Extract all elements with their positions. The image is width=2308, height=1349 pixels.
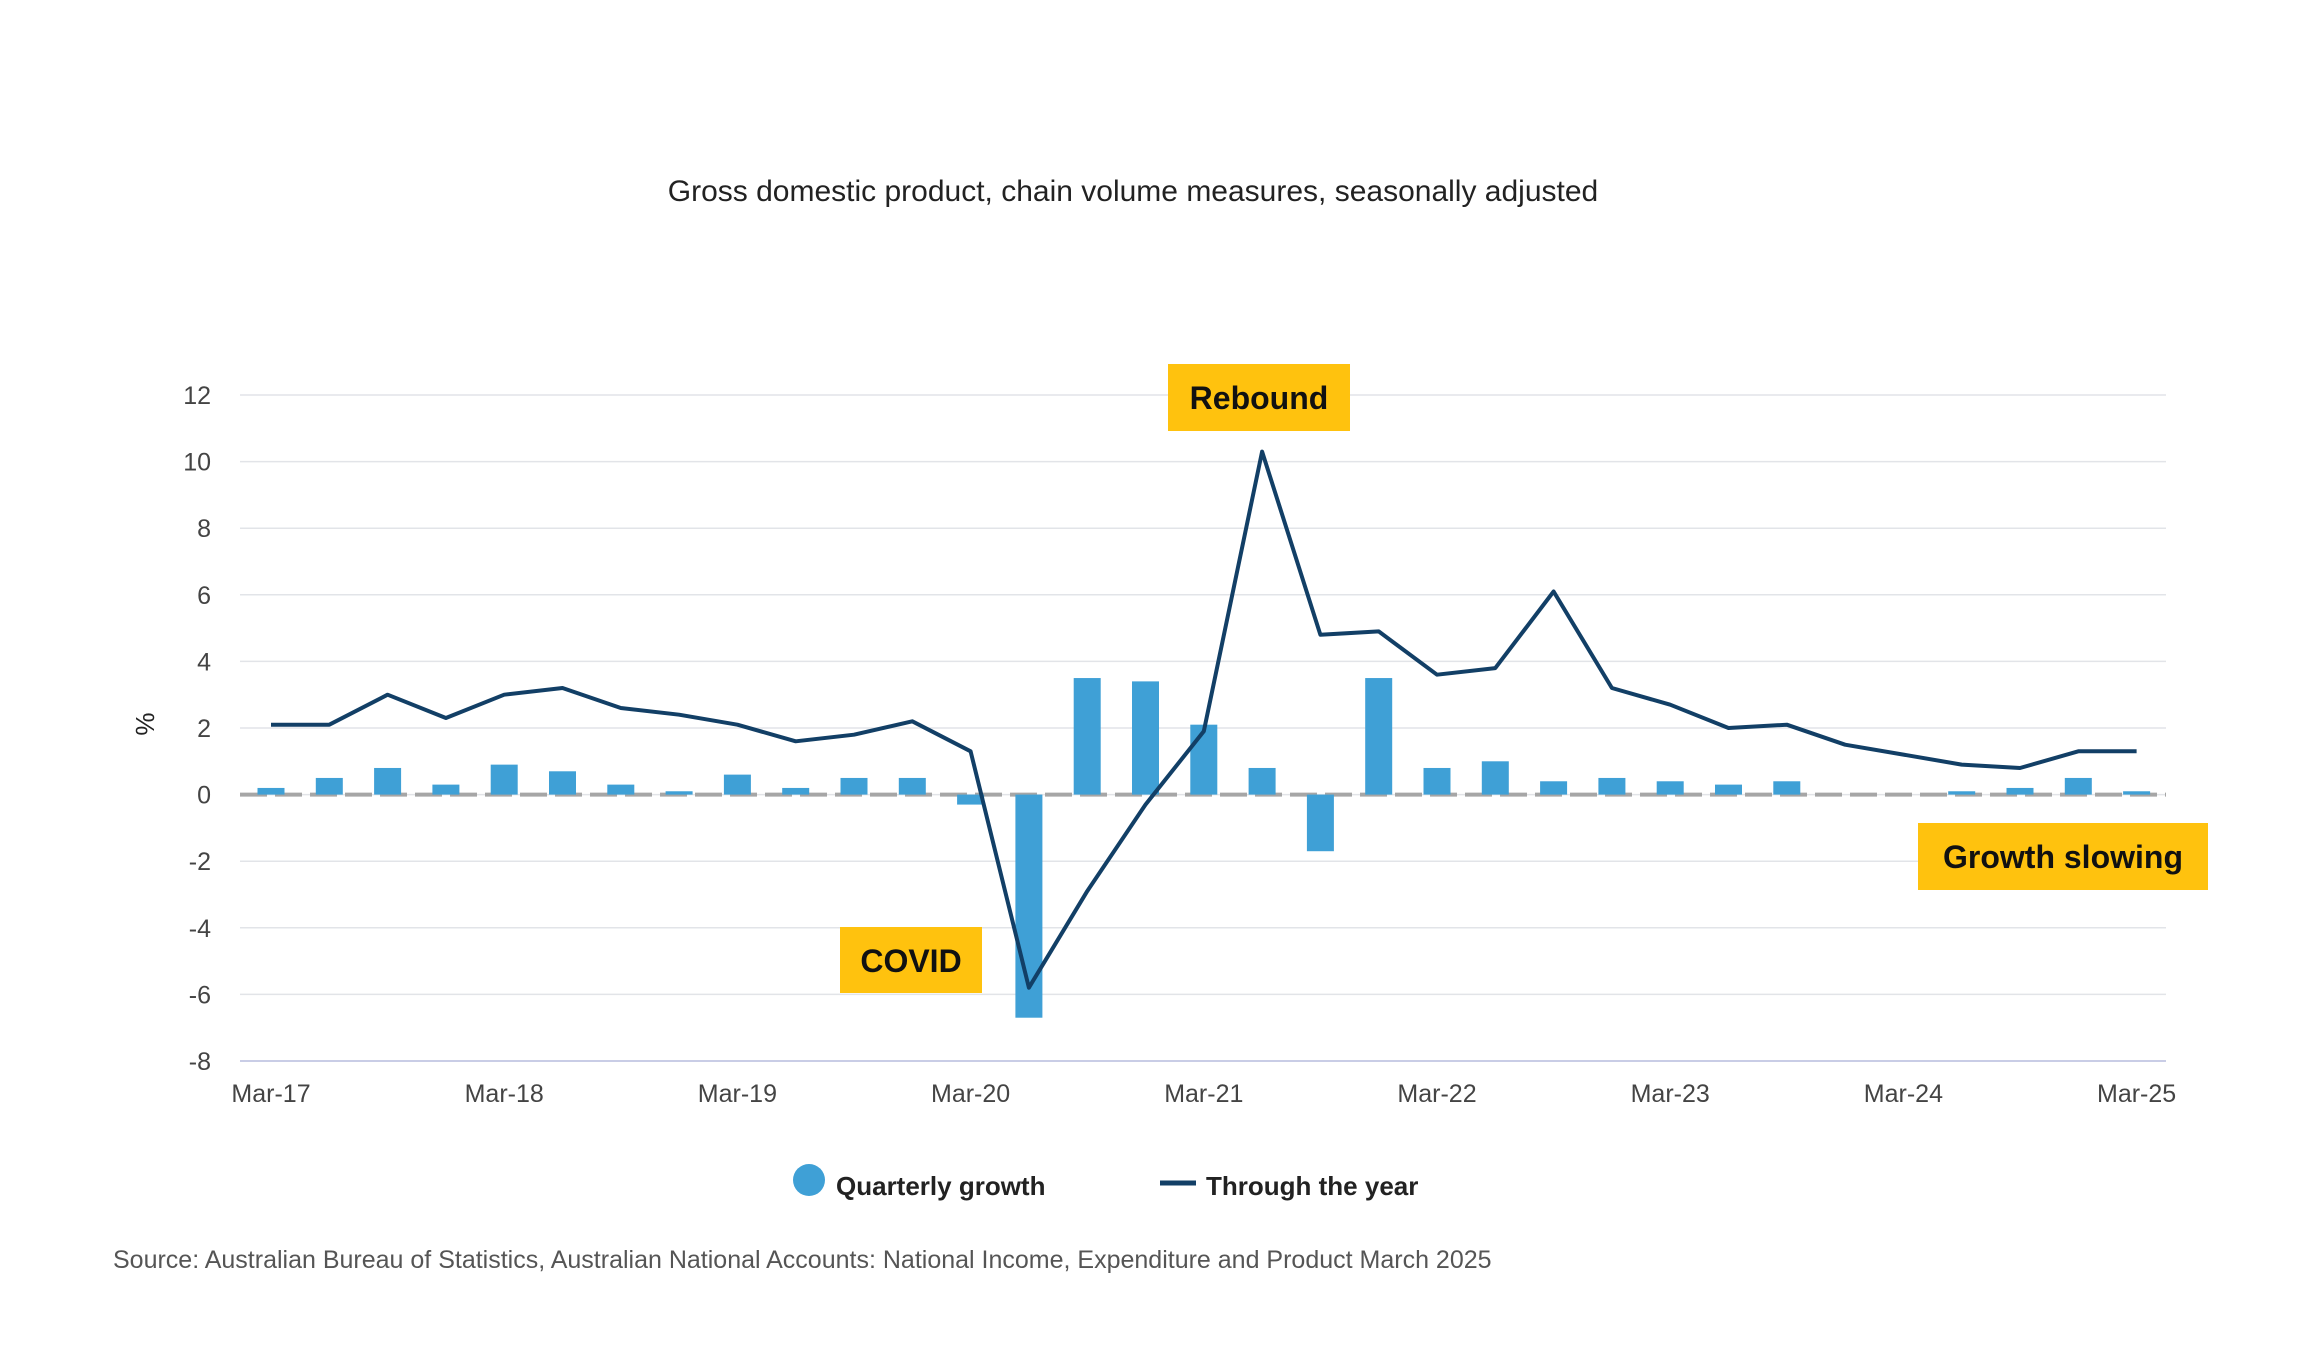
annotation-growth-slowing-text: Growth slowing	[1943, 839, 2183, 875]
bar-mar-19	[723, 774, 751, 795]
legend-through-the-year-label: Through the year	[1206, 1171, 1418, 1201]
bar-jun-17	[315, 777, 343, 795]
bar-sep-21	[1306, 794, 1334, 852]
bar-sep-23	[1773, 781, 1801, 795]
x-tick-label: Mar-25	[2097, 1080, 2176, 1108]
x-tick-label: Mar-19	[698, 1080, 777, 1108]
y-tick-label: 6	[197, 582, 211, 610]
y-tick-label: 0	[197, 782, 211, 810]
bar-jun-19	[782, 787, 810, 795]
annotation-covid: COVID	[840, 927, 982, 993]
bar-jun-24	[1948, 791, 1976, 795]
bar-dec-18	[665, 791, 693, 795]
bar-sep-22	[1540, 781, 1568, 795]
y-tick-label: -6	[189, 981, 211, 1009]
x-tick-label: Mar-22	[1397, 1080, 1476, 1108]
bar-sep-19	[840, 777, 868, 795]
bar-sep-17	[374, 767, 402, 795]
bar-dec-24	[2064, 777, 2092, 795]
legend: Quarterly growth Through the year	[793, 1164, 1418, 1201]
chart-title: Gross domestic product, chain volume mea…	[668, 175, 1598, 208]
bar-mar-22	[1423, 767, 1451, 795]
bar-jun-21	[1248, 767, 1276, 795]
x-tick-labels: Mar-17 Mar-18 Mar-19 Mar-20 Mar-21 Mar-22 Mar-…	[231, 1080, 2176, 1108]
annotation-growth-slowing: Growth slowing	[1918, 823, 2208, 890]
bar-dec-21	[1365, 678, 1393, 795]
bar-mar-21	[1190, 724, 1218, 795]
x-tick-label: Mar-17	[231, 1080, 310, 1108]
bar-jun-18	[549, 771, 576, 795]
annotation-rebound-box	[1168, 364, 1350, 431]
quarterly-growth-bars	[257, 678, 2151, 1018]
bar-dec-20	[1132, 681, 1159, 795]
bar-dec-17	[432, 784, 460, 795]
y-tick-label: -4	[189, 915, 211, 943]
y-tick-label: 12	[183, 382, 211, 410]
x-tick-label: Mar-21	[1164, 1080, 1243, 1108]
bar-jun-23	[1715, 784, 1742, 795]
y-axis-label: %	[130, 712, 160, 735]
bar-mar-23	[1656, 781, 1684, 795]
bar-dec-22	[1598, 777, 1626, 795]
bar-sep-18	[607, 784, 635, 795]
legend-quarterly-growth-label: Quarterly growth	[836, 1171, 1045, 1201]
y-tick-label: -8	[189, 1048, 211, 1076]
annotation-covid-box	[840, 927, 982, 993]
through-the-year-line-group	[271, 449, 2137, 990]
through-the-year-line	[271, 449, 2137, 990]
source-note: Source: Australian Bureau of Statistics,…	[113, 1246, 1492, 1274]
x-tick-label: Mar-18	[465, 1080, 544, 1108]
x-tick-label: Mar-24	[1864, 1080, 1943, 1108]
annotation-covid-text: COVID	[860, 943, 961, 979]
legend-quarterly-growth-swatch	[793, 1164, 825, 1196]
bar-sep-20	[1073, 678, 1101, 795]
annotation-rebound: Rebound	[1168, 364, 1350, 431]
y-tick-label: -2	[189, 848, 211, 876]
bar-mar-20	[957, 794, 985, 805]
y-tick-label: 4	[197, 648, 211, 676]
x-tick-label: Mar-23	[1631, 1080, 1710, 1108]
annotation-growth-slowing-box	[1918, 823, 2208, 890]
y-tick-label: 10	[183, 449, 211, 477]
x-tick-label: Mar-20	[931, 1080, 1010, 1108]
y-tick-labels: 12 10 8 6 4 2 0 -2 -4 -6 -8	[183, 382, 211, 1076]
bar-mar-18	[490, 764, 518, 795]
bar-sep-24	[2006, 787, 2034, 795]
annotation-rebound-text: Rebound	[1190, 380, 1329, 416]
y-tick-label: 2	[197, 715, 211, 743]
bar-jun-22	[1481, 761, 1509, 795]
bar-mar-17	[257, 787, 285, 795]
y-tick-label: 8	[197, 515, 211, 543]
bar-dec-19	[898, 777, 926, 795]
bar-mar-25	[2123, 791, 2151, 795]
